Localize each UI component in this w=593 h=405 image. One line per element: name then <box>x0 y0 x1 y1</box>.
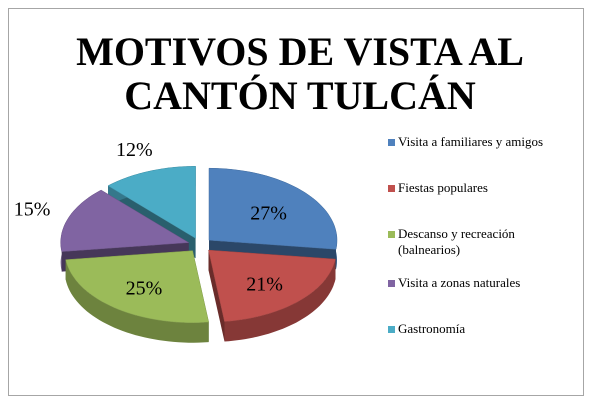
data-label: 27% <box>250 202 287 224</box>
slice-rim <box>224 259 336 342</box>
slice <box>208 249 336 322</box>
data-label: 25% <box>126 278 163 300</box>
legend-label: Visita a familiares y amigos <box>398 134 544 149</box>
legend-swatch <box>388 231 395 238</box>
slice <box>208 167 338 250</box>
legend-label: Descanso y recreación (balnearios) <box>398 226 515 257</box>
chart-frame <box>8 8 584 396</box>
data-label: 15% <box>14 198 51 220</box>
data-label: 21% <box>246 273 283 295</box>
data-label: 12% <box>116 139 153 161</box>
slice-side <box>208 250 225 342</box>
legend-label: Visita a zonas naturales <box>398 275 521 290</box>
legend-label: Fiestas populares <box>398 180 488 195</box>
legend-swatch <box>388 139 395 146</box>
slice <box>65 250 210 323</box>
legend-swatch <box>388 280 395 287</box>
slice <box>107 166 196 239</box>
legend-swatch <box>388 326 395 333</box>
legend-label: Gastronomía <box>398 321 466 336</box>
legend-swatch <box>388 185 395 192</box>
slice <box>60 189 190 252</box>
chart-title: MOTIVOS DE VISTA AL CANTÓN TULCÁN <box>76 29 524 118</box>
